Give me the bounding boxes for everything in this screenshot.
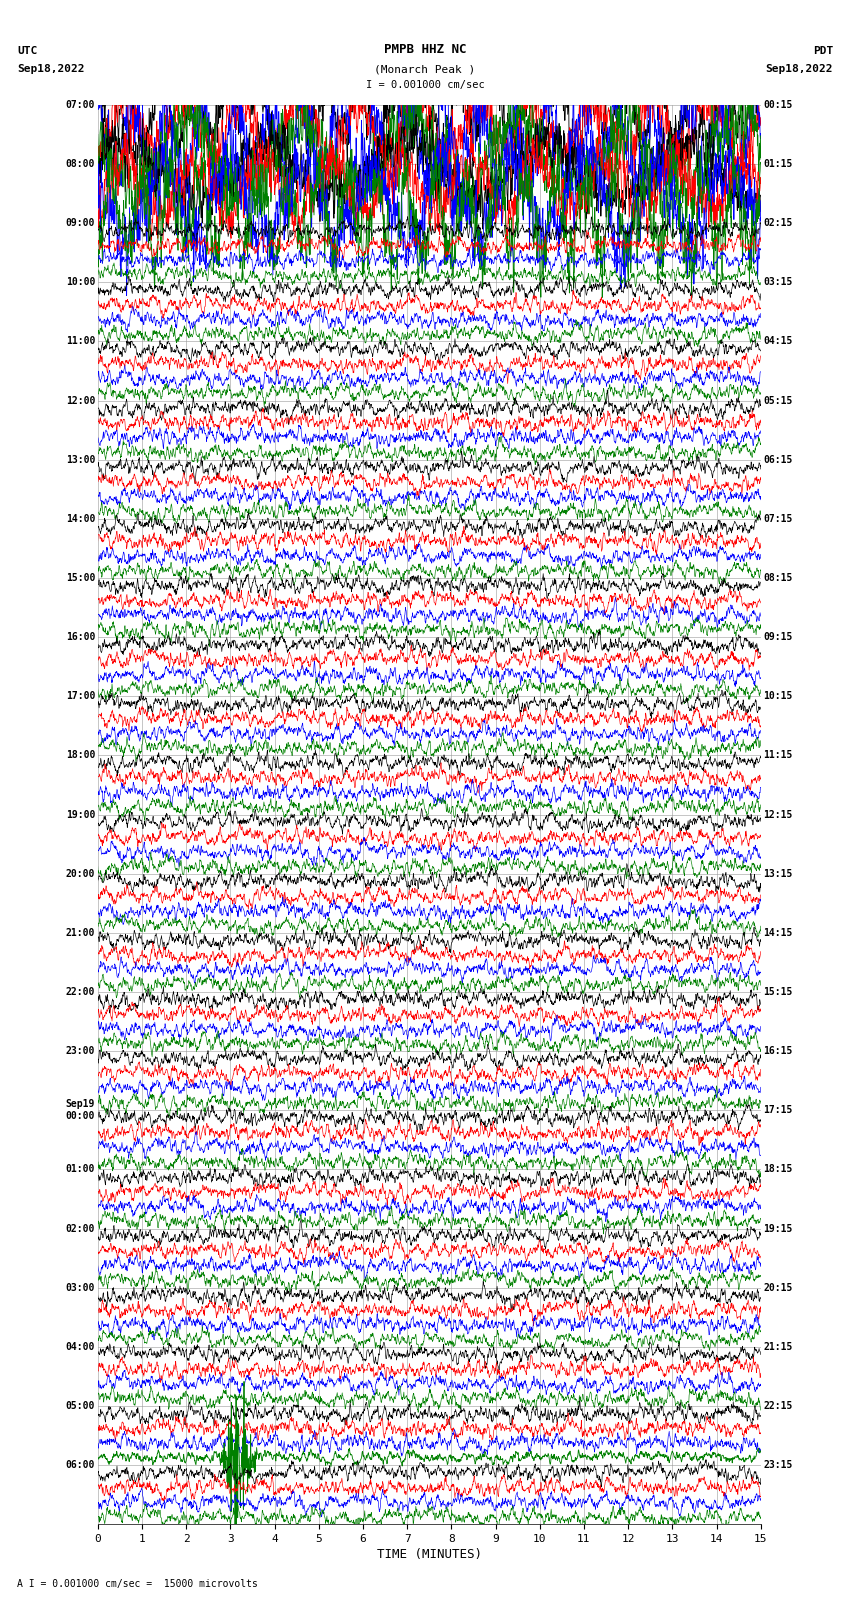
Text: 16:15: 16:15: [763, 1047, 793, 1057]
Text: 09:00: 09:00: [65, 218, 95, 227]
Text: 09:15: 09:15: [763, 632, 793, 642]
Text: 03:00: 03:00: [65, 1282, 95, 1292]
Text: 19:15: 19:15: [763, 1224, 793, 1234]
Text: 10:00: 10:00: [65, 277, 95, 287]
Text: 10:15: 10:15: [763, 692, 793, 702]
Text: 12:00: 12:00: [65, 395, 95, 405]
Text: 05:00: 05:00: [65, 1402, 95, 1411]
Text: 11:00: 11:00: [65, 337, 95, 347]
Text: 21:15: 21:15: [763, 1342, 793, 1352]
Text: 07:15: 07:15: [763, 515, 793, 524]
Text: PMPB HHZ NC: PMPB HHZ NC: [383, 44, 467, 56]
Text: A I = 0.001000 cm/sec =  15000 microvolts: A I = 0.001000 cm/sec = 15000 microvolts: [17, 1579, 258, 1589]
Text: 01:00: 01:00: [65, 1165, 95, 1174]
Text: 03:15: 03:15: [763, 277, 793, 287]
Text: I = 0.001000 cm/sec: I = 0.001000 cm/sec: [366, 81, 484, 90]
Text: 23:00: 23:00: [65, 1047, 95, 1057]
Text: 15:15: 15:15: [763, 987, 793, 997]
Text: 07:00: 07:00: [65, 100, 95, 110]
Text: 04:15: 04:15: [763, 337, 793, 347]
Text: 14:00: 14:00: [65, 515, 95, 524]
Text: 13:00: 13:00: [65, 455, 95, 465]
Text: 20:15: 20:15: [763, 1282, 793, 1292]
Text: 18:15: 18:15: [763, 1165, 793, 1174]
Text: 11:15: 11:15: [763, 750, 793, 760]
Text: 02:00: 02:00: [65, 1224, 95, 1234]
Text: Sep18,2022: Sep18,2022: [766, 65, 833, 74]
Text: 04:00: 04:00: [65, 1342, 95, 1352]
Text: 00:15: 00:15: [763, 100, 793, 110]
X-axis label: TIME (MINUTES): TIME (MINUTES): [377, 1548, 482, 1561]
Text: 17:00: 17:00: [65, 692, 95, 702]
Text: UTC: UTC: [17, 47, 37, 56]
Text: 06:00: 06:00: [65, 1460, 95, 1469]
Text: 18:00: 18:00: [65, 750, 95, 760]
Text: 22:00: 22:00: [65, 987, 95, 997]
Text: PDT: PDT: [813, 47, 833, 56]
Text: 22:15: 22:15: [763, 1402, 793, 1411]
Text: 02:15: 02:15: [763, 218, 793, 227]
Text: Sep18,2022: Sep18,2022: [17, 65, 84, 74]
Text: 01:15: 01:15: [763, 160, 793, 169]
Text: (Monarch Peak ): (Monarch Peak ): [374, 65, 476, 74]
Text: 14:15: 14:15: [763, 927, 793, 937]
Text: 19:00: 19:00: [65, 810, 95, 819]
Text: 17:15: 17:15: [763, 1105, 793, 1115]
Text: 21:00: 21:00: [65, 927, 95, 937]
Text: 12:15: 12:15: [763, 810, 793, 819]
Text: 08:00: 08:00: [65, 160, 95, 169]
Text: 16:00: 16:00: [65, 632, 95, 642]
Text: 08:15: 08:15: [763, 573, 793, 582]
Text: 06:15: 06:15: [763, 455, 793, 465]
Text: 05:15: 05:15: [763, 395, 793, 405]
Text: 20:00: 20:00: [65, 869, 95, 879]
Text: 13:15: 13:15: [763, 869, 793, 879]
Text: Sep19
00:00: Sep19 00:00: [65, 1100, 95, 1121]
Text: 15:00: 15:00: [65, 573, 95, 582]
Text: 23:15: 23:15: [763, 1460, 793, 1469]
